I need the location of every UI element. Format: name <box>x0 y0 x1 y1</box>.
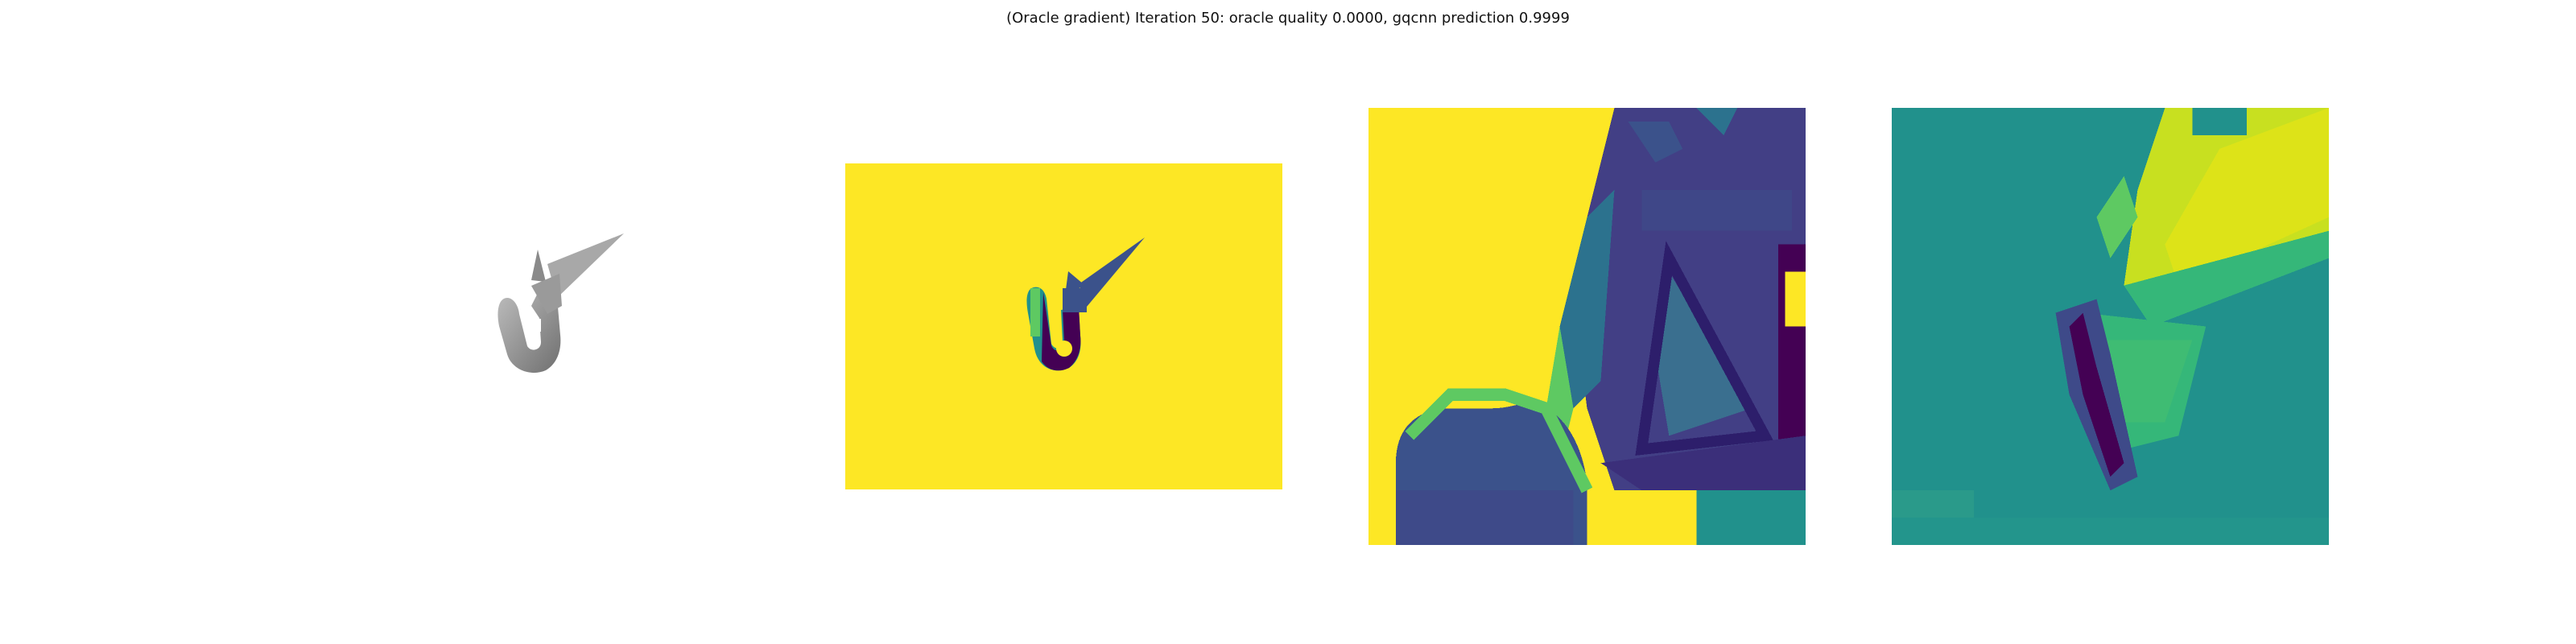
object-render-image <box>497 233 624 374</box>
cropped-depth-panel <box>1368 108 1806 545</box>
gradient-map-panel <box>1892 108 2329 545</box>
depth-image-panel <box>845 163 1282 489</box>
object-render-panel <box>419 177 869 451</box>
depth-image <box>845 163 1282 489</box>
cropped-depth-image <box>1368 108 1806 545</box>
gradient-map-image <box>1892 108 2329 545</box>
figure-title: (Oracle gradient) Iteration 50: oracle q… <box>1006 10 1570 27</box>
